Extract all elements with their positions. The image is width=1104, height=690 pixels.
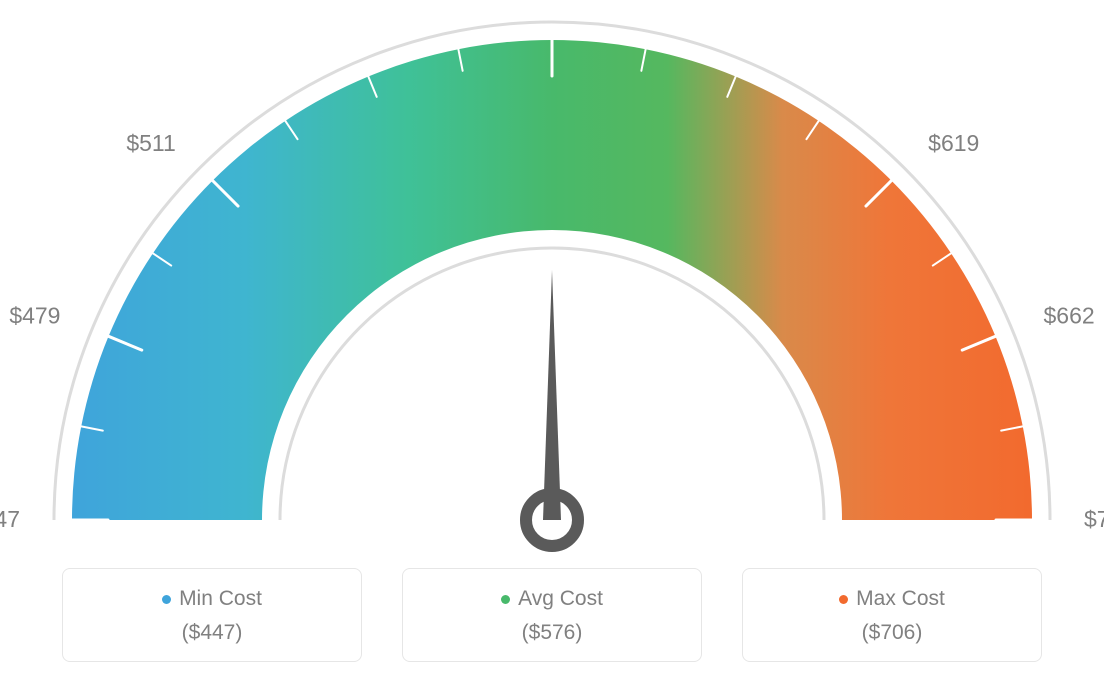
gauge-svg: $447$479$511$576$619$662$706: [0, 0, 1104, 560]
legend-label-max: Max Cost: [856, 587, 945, 611]
svg-text:$619: $619: [928, 130, 979, 156]
legend-value-min: ($447): [63, 621, 361, 645]
legend-card-max: Max Cost ($706): [742, 568, 1042, 662]
cost-gauge: $447$479$511$576$619$662$706: [0, 0, 1104, 560]
legend-dot-min: [162, 595, 171, 604]
legend-dot-avg: [501, 595, 510, 604]
svg-text:$511: $511: [126, 130, 175, 156]
legend-row: Min Cost ($447) Avg Cost ($576) Max Cost…: [0, 568, 1104, 662]
legend-label-avg: Avg Cost: [518, 587, 603, 611]
svg-text:$447: $447: [0, 506, 20, 532]
svg-text:$479: $479: [9, 302, 60, 328]
svg-text:$662: $662: [1044, 302, 1095, 328]
svg-text:$706: $706: [1084, 506, 1104, 532]
legend-card-avg: Avg Cost ($576): [402, 568, 702, 662]
legend-dot-max: [839, 595, 848, 604]
legend-value-avg: ($576): [403, 621, 701, 645]
legend-label-min: Min Cost: [179, 587, 262, 611]
legend-card-min: Min Cost ($447): [62, 568, 362, 662]
legend-value-max: ($706): [743, 621, 1041, 645]
